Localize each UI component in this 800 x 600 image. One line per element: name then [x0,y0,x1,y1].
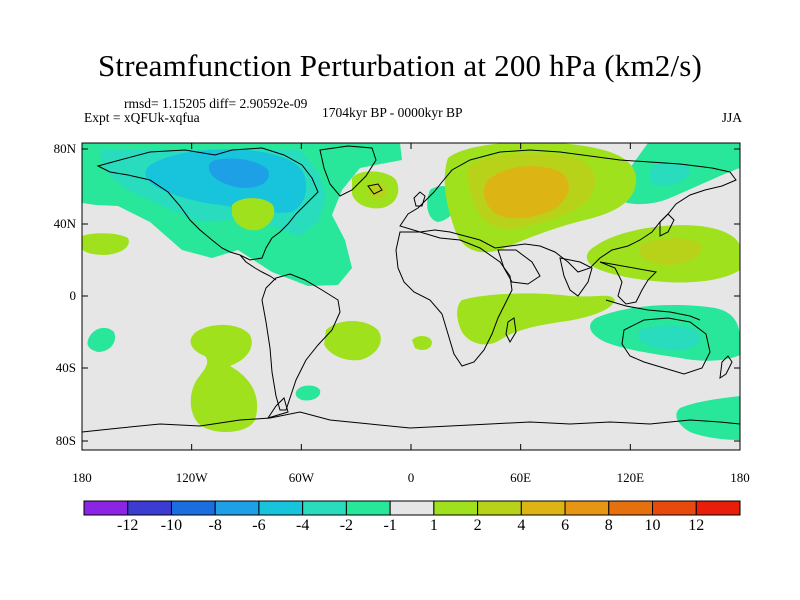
contour-region-neg-weak [87,327,116,352]
contour-region-neg-weak [676,396,740,440]
colorbar-swatch [477,500,522,516]
contour-region-pos-strong [483,166,569,219]
colorbar-swatch [608,500,654,516]
coastline-antarctic-peninsula [266,397,289,419]
coastline-south-america [261,273,341,411]
colorbar-label: 10 [644,517,661,534]
colorbar-label: 6 [561,517,570,534]
colorbar-label: 12 [688,517,705,534]
colorbar-swatch [520,500,566,516]
coastline-india [559,257,593,297]
map-title: Streamfunction Perturbation at 200 hPa (… [97,48,703,83]
lat-tick-label: 80S [55,433,76,448]
colorbar-swatch [433,500,479,516]
colorbar-swatch [83,500,129,516]
contour-region-neg-stronger [208,158,269,188]
contour-region-pos-weak [412,336,432,350]
contour-region-pos-weak [190,324,258,433]
contour-region-pos-weak [324,321,381,361]
coastline-new-zealand [719,355,733,380]
contour-region-pos-weak [232,198,275,231]
experiment-text: Expt = xQFUk-xqfua [84,110,200,125]
colorbar-swatch [652,500,697,516]
colorbar-swatch [258,500,304,516]
coastline-europe [399,149,737,273]
coastline-africa [395,231,513,367]
lon-tick-label: 180 [72,470,92,485]
coastline-north-america [96,147,319,261]
colorbar-label: -8 [208,517,222,534]
lat-tick-label: 40S [55,360,76,375]
colorbar-label: -4 [295,517,310,534]
coastline-arabia [497,249,541,285]
colorbar-label: -10 [160,517,183,534]
stats-text: rmsd= 1.15205 diff= 2.90592e-09 [124,96,308,111]
season-label: JJA [721,110,742,125]
lon-tick-label: 180 [730,470,750,485]
lon-tick-label: 120W [175,470,208,485]
coastline-madagascar [505,317,517,344]
contour-region-neg-weak [295,385,321,401]
coastline-southeast-asia [599,261,658,305]
colorbar-label: -2 [339,517,354,534]
lon-tick-label: 60E [510,470,532,485]
colorbar-label: 2 [473,517,482,534]
colorbar-label: -1 [383,517,397,534]
period-text: 1704kyr BP - 0000kyr BP [322,105,463,120]
colorbar-swatch [564,500,610,516]
coastline-iceland [367,183,383,195]
lon-tick-label: 0 [407,470,415,485]
contour-region-pos-weak [82,233,129,255]
lat-tick-label: 0 [69,288,77,303]
colorbar-swatch [302,500,347,516]
positive-anomaly-regions [82,143,740,433]
colorbar [83,500,741,516]
coastline-japan [659,213,675,237]
contour-region-pos-mid [368,183,387,199]
colorbar-swatch [695,500,741,516]
lat-tick-label: 40N [53,216,76,231]
colorbar-label: 8 [604,517,613,534]
coastline-australia [621,317,711,375]
contour-region-neg-mid [638,325,701,351]
contour-region-pos-weak [457,293,615,345]
contour-region-pos-mid [639,238,702,266]
colorbar-swatch [170,500,216,516]
colorbar-label: -6 [252,517,266,534]
colorbar-swatch [345,500,391,516]
colorbar-label: -12 [117,517,139,534]
lon-tick-label: 120E [616,470,645,485]
coastlines [82,145,740,433]
coastline-central-america [239,254,277,281]
colorbar-swatch [127,500,172,516]
lon-tick-label: 60W [288,470,314,485]
coastline-british-isles [413,191,426,207]
axis-ticks [81,143,741,450]
lat-tick-label: 80N [53,141,76,156]
colorbar-swatch [214,500,260,516]
coastline-greenland [319,145,377,197]
colorbar-label: 4 [517,517,526,534]
colorbar-label: 1 [429,517,438,534]
contour-region-neg-mid [648,162,690,186]
colorbar-swatch [389,500,435,516]
coastline-indonesia [605,299,701,321]
coastline-antarctica [82,411,740,433]
